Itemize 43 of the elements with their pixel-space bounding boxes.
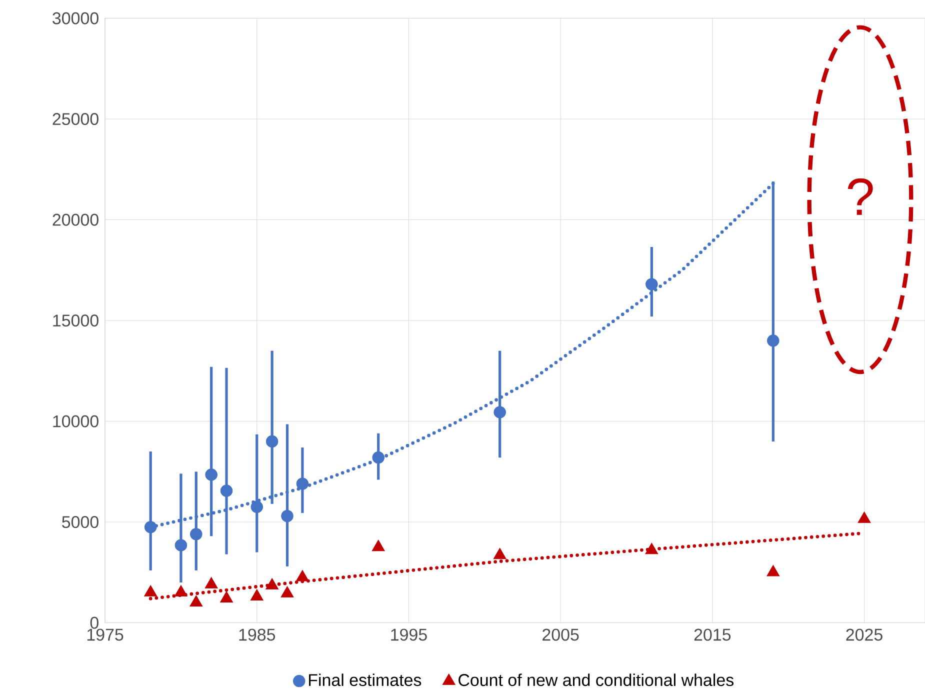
y-tick-label: 0 — [90, 616, 98, 629]
point — [190, 528, 202, 540]
point — [767, 334, 780, 347]
point — [296, 570, 309, 582]
point — [296, 478, 309, 490]
x-tick-label: 1985 — [239, 628, 276, 641]
y-tick-label: 30000 — [52, 12, 98, 24]
y-tick-label: 10000 — [53, 415, 98, 428]
point — [190, 595, 203, 606]
point — [204, 576, 218, 588]
y-tick-label: 20000 — [52, 214, 98, 226]
point — [280, 586, 294, 598]
point — [144, 520, 157, 534]
y-tick-label: 5000 — [62, 516, 98, 528]
point — [645, 542, 658, 554]
point — [646, 278, 658, 290]
x-tick-label: 2005 — [542, 628, 579, 641]
point — [220, 591, 233, 602]
legend-label: Final estimates — [309, 674, 422, 686]
point — [174, 538, 188, 552]
point — [144, 585, 158, 596]
point — [266, 578, 279, 590]
point — [858, 511, 871, 523]
point — [266, 435, 278, 448]
y-tick-label: 25000 — [52, 112, 98, 125]
point — [493, 548, 506, 560]
point — [250, 589, 264, 600]
point — [494, 406, 506, 418]
point — [281, 510, 294, 522]
x-tick-label: 1995 — [391, 628, 427, 641]
annotation: ? — [848, 178, 873, 215]
point — [372, 451, 384, 464]
x-tick-label: 1975 — [87, 628, 124, 641]
point — [220, 484, 233, 497]
point — [766, 564, 780, 576]
x-tick-label: 2015 — [694, 628, 731, 641]
legend-label: Count of new and conditional whales — [458, 674, 734, 686]
point — [205, 468, 218, 481]
point — [174, 585, 188, 596]
x-tick-label: 2025 — [846, 628, 882, 641]
point — [372, 540, 385, 551]
y-tick-label: 15000 — [53, 314, 98, 326]
point — [250, 500, 264, 513]
